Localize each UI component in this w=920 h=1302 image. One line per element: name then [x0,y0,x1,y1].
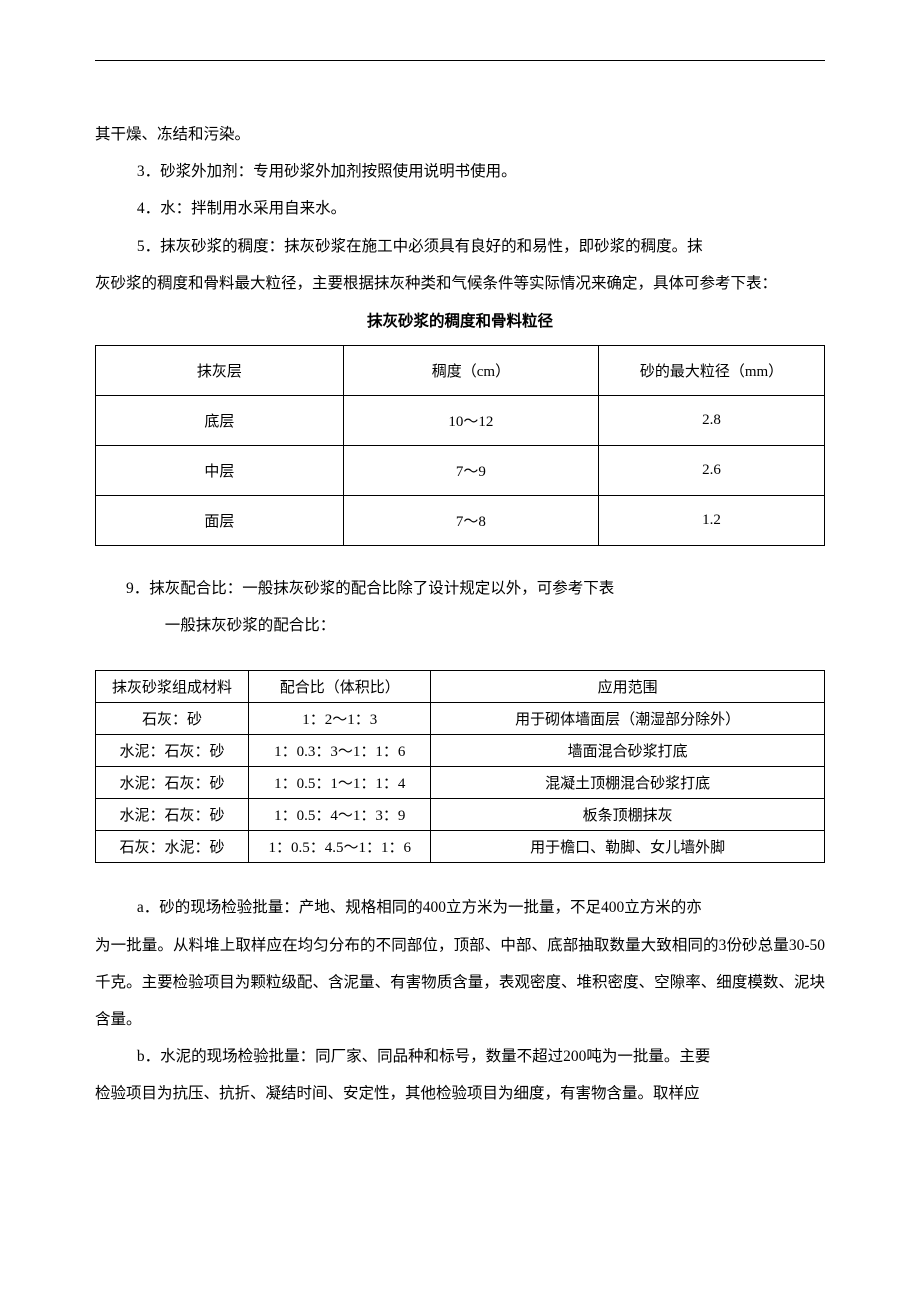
table-cell: 石灰：水泥：砂 [96,831,249,863]
table-cell: 中层 [96,445,344,495]
table-mixratio: 抹灰砂浆组成材料 配合比（体积比） 应用范围 石灰：砂1：2～1：3用于砌体墙面… [95,670,825,863]
table-cell: 1：0.5：4～1：3：9 [249,799,431,831]
paragraph-subtitle: 一般抹灰砂浆的配合比： [95,607,825,644]
paragraph-item-a-line1: a．砂的现场检验批量：产地、规格相同的400立方米为一批量，不足400立方米的亦 [95,889,825,926]
table-row: 面层7～81.2 [96,495,825,545]
table-cell: 底层 [96,395,344,445]
table-row: 水泥：石灰：砂1：0.3：3～1：1：6墙面混合砂浆打底 [96,735,825,767]
table1-body: 底层10～122.8中层7～92.6面层7～81.2 [96,395,825,545]
table-row: 中层7～92.6 [96,445,825,495]
spacer [95,644,825,668]
table-cell: 1：0.5：1～1：1：4 [249,767,431,799]
table-row: 石灰：水泥：砂1：0.5：4.5～1：1：6用于檐口、勒脚、女儿墙外脚 [96,831,825,863]
table1-header-cell: 抹灰层 [96,345,344,395]
table1-title: 抹灰砂浆的稠度和骨料粒径 [95,306,825,337]
table2-header-row: 抹灰砂浆组成材料 配合比（体积比） 应用范围 [96,671,825,703]
paragraph-item-b-line1: b．水泥的现场检验批量：同厂家、同品种和标号，数量不超过200吨为一批量。主要 [95,1038,825,1075]
table-cell: 用于檐口、勒脚、女儿墙外脚 [431,831,825,863]
table-row: 水泥：石灰：砂1：0.5：1～1：1：4混凝土顶棚混合砂浆打底 [96,767,825,799]
table2-header-cell: 抹灰砂浆组成材料 [96,671,249,703]
paragraph-item-3: 3．砂浆外加剂：专用砂浆外加剂按照使用说明书使用。 [95,153,825,190]
table-cell: 1：0.5：4.5～1：1：6 [249,831,431,863]
paragraph-item-b-line2: 检验项目为抗压、抗折、凝结时间、安定性，其他检验项目为细度，有害物含量。取样应 [95,1075,825,1112]
table-cell: 板条顶棚抹灰 [431,799,825,831]
table1-header-row: 抹灰层 稠度（cm） 砂的最大粒径（mm） [96,345,825,395]
table-cell: 水泥：石灰：砂 [96,735,249,767]
table-cell: 水泥：石灰：砂 [96,799,249,831]
paragraph-item-5-line2: 灰砂浆的稠度和骨料最大粒径，主要根据抹灰种类和气候条件等实际情况来确定，具体可参… [95,265,825,302]
paragraph-item-9: 9．抹灰配合比：一般抹灰砂浆的配合比除了设计规定以外，可参考下表 [95,570,825,607]
table-cell: 面层 [96,495,344,545]
table-row: 底层10～122.8 [96,395,825,445]
table2-body: 石灰：砂1：2～1：3用于砌体墙面层（潮湿部分除外）水泥：石灰：砂1：0.3：3… [96,703,825,863]
paragraph-item-4: 4．水：拌制用水采用自来水。 [95,190,825,227]
table1-header-cell: 砂的最大粒径（mm） [599,345,825,395]
table-cell: 水泥：石灰：砂 [96,767,249,799]
table-cell: 1：0.3：3～1：1：6 [249,735,431,767]
table-cell: 石灰：砂 [96,703,249,735]
paragraph-item-5-line1: 5．抹灰砂浆的稠度：抹灰砂浆在施工中必须具有良好的和易性，即砂浆的稠度。抹 [95,228,825,265]
table2-header-cell: 应用范围 [431,671,825,703]
paragraph-item-a-line2: 为一批量。从料堆上取样应在均匀分布的不同部位，顶部、中部、底部抽取数量大致相同的… [95,927,825,1039]
table-consistency: 抹灰层 稠度（cm） 砂的最大粒径（mm） 底层10～122.8中层7～92.6… [95,345,825,546]
table-cell: 7～8 [343,495,598,545]
table-cell: 1：2～1：3 [249,703,431,735]
table-cell: 2.8 [599,395,825,445]
table-cell: 2.6 [599,445,825,495]
table-cell: 混凝土顶棚混合砂浆打底 [431,767,825,799]
table1-header-cell: 稠度（cm） [343,345,598,395]
table-row: 水泥：石灰：砂1：0.5：4～1：3：9板条顶棚抹灰 [96,799,825,831]
table-cell: 1.2 [599,495,825,545]
table2-header-cell: 配合比（体积比） [249,671,431,703]
table-row: 石灰：砂1：2～1：3用于砌体墙面层（潮湿部分除外） [96,703,825,735]
table-cell: 10～12 [343,395,598,445]
table-cell: 7～9 [343,445,598,495]
header-rule [95,60,825,61]
table-cell: 墙面混合砂浆打底 [431,735,825,767]
table-cell: 用于砌体墙面层（潮湿部分除外） [431,703,825,735]
paragraph-continuation: 其干燥、冻结和污染。 [95,116,825,153]
